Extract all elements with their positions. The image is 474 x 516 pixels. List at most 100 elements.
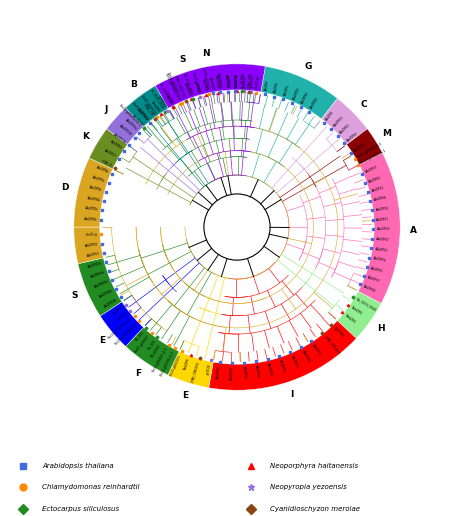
Text: AtbZIP24: AtbZIP24 [242, 366, 247, 380]
Text: AtbZIP43b: AtbZIP43b [103, 297, 118, 309]
Text: S: S [72, 292, 78, 300]
Text: Cre14.g63450.t1.1: Cre14.g63450.t1.1 [151, 347, 169, 374]
Text: H: H [378, 324, 385, 333]
Text: Cre12.g521500.t1.1: Cre12.g521500.t1.1 [166, 71, 182, 101]
Text: AtbZIP32: AtbZIP32 [255, 365, 260, 379]
Text: NhbZIP22: NhbZIP22 [214, 74, 219, 89]
Text: AtbZIP63: AtbZIP63 [346, 131, 359, 143]
Text: NhbZIP8: NhbZIP8 [150, 100, 161, 112]
Text: AtbZIP30: AtbZIP30 [216, 365, 222, 379]
Text: CYME_CMT363C: CYME_CMT363C [323, 334, 341, 355]
Wedge shape [78, 258, 122, 316]
Text: E: E [99, 336, 105, 345]
Wedge shape [346, 129, 383, 165]
Text: Cre05.g: Cre05.g [86, 232, 98, 237]
Text: AtbZIP46: AtbZIP46 [278, 359, 286, 373]
Text: Chlamydomonas reinhardtii: Chlamydomonas reinhardtii [42, 484, 140, 490]
Wedge shape [337, 292, 381, 338]
Text: Cre01.g003514: Cre01.g003514 [131, 101, 149, 121]
Text: CML0930C: CML0930C [151, 343, 163, 359]
Text: Neoporphyra haitanensis: Neoporphyra haitanensis [270, 463, 358, 469]
Text: AtbZIP43: AtbZIP43 [309, 96, 320, 110]
Text: AtbZIP37: AtbZIP37 [366, 275, 381, 284]
Text: AtbZIP72: AtbZIP72 [353, 142, 366, 153]
Text: S: S [179, 55, 186, 64]
Text: NhbZIP18: NhbZIP18 [235, 73, 239, 88]
Wedge shape [126, 327, 179, 375]
Text: AtbZIP12: AtbZIP12 [371, 186, 385, 193]
Text: Esi_021: Esi_021 [146, 338, 156, 350]
Text: Esi_0113_0030: Esi_0113_0030 [149, 88, 165, 110]
Text: NhbZIP5: NhbZIP5 [183, 358, 191, 370]
Text: E: E [182, 391, 189, 400]
Text: AtbZIP27: AtbZIP27 [376, 217, 390, 222]
Text: Cre12.g43850.t1.2: Cre12.g43850.t1.2 [357, 141, 383, 159]
Text: Esi_0199: Esi_0199 [131, 114, 143, 126]
Text: CYME_CM: CYME_CM [143, 103, 155, 117]
Text: Cre09.gb: Cre09.gb [255, 75, 260, 89]
Text: py03711: py03711 [224, 75, 229, 88]
Text: Cre07.g00007: Cre07.g00007 [134, 334, 151, 353]
Wedge shape [155, 64, 265, 108]
Text: AtbZIPYb: AtbZIPYb [89, 186, 103, 193]
Text: py0111: py0111 [117, 311, 128, 321]
Text: NhbZIP2: NhbZIP2 [344, 313, 356, 324]
Text: D: D [62, 183, 69, 192]
Wedge shape [358, 153, 400, 303]
Text: M: M [382, 129, 391, 138]
Text: AtbZIP17b: AtbZIP17b [112, 132, 127, 144]
Text: py08129: py08129 [242, 74, 247, 88]
Text: AtbZIP1b: AtbZIP1b [85, 206, 99, 212]
Text: AtbZIP49: AtbZIP49 [109, 140, 122, 151]
Text: AtbZIP38: AtbZIP38 [363, 284, 376, 294]
Text: Neopyropia yezoensis: Neopyropia yezoensis [270, 484, 346, 490]
Text: AtbZIPNb: AtbZIPNb [224, 74, 229, 88]
Text: AtbZIP45: AtbZIP45 [292, 86, 301, 101]
Text: AtbZIP23: AtbZIP23 [87, 252, 100, 258]
Text: CYME_CMb: CYME_CMb [247, 72, 253, 88]
Text: AtbZIP199: AtbZIP199 [118, 124, 133, 137]
Wedge shape [321, 99, 367, 144]
Text: AtbZIP25: AtbZIP25 [339, 123, 352, 135]
Text: py0112: py0112 [112, 305, 124, 315]
Text: AtbZIP5: AtbZIP5 [273, 81, 281, 93]
Text: Cre13.g317700.t1.1: Cre13.g317700.t1.1 [108, 317, 133, 340]
Wedge shape [74, 227, 103, 264]
Text: AtbZIP67: AtbZIP67 [376, 237, 390, 243]
Wedge shape [209, 320, 356, 390]
Text: py0118: py0118 [206, 364, 212, 376]
Text: I: I [290, 390, 293, 399]
Text: Arabidopsis thaliana: Arabidopsis thaliana [42, 463, 114, 469]
Wedge shape [126, 86, 168, 127]
Text: NhbZIP9: NhbZIP9 [164, 92, 173, 105]
Text: AtbZIP7: AtbZIP7 [264, 79, 270, 91]
Text: AtbZIP14: AtbZIP14 [375, 206, 389, 212]
Text: AtbZIP13: AtbZIP13 [365, 166, 379, 174]
Text: AtbZIP6: AtbZIP6 [325, 110, 336, 121]
Text: AtbZIPNc: AtbZIPNc [232, 74, 237, 88]
Text: CYME_CMO250: CYME_CMO250 [191, 361, 201, 383]
Text: py05743: py05743 [193, 79, 201, 93]
Text: B: B [130, 80, 137, 89]
Text: AtbZIP47b: AtbZIP47b [87, 261, 103, 269]
Text: Esi_0219_0040: Esi_0219_0040 [356, 297, 377, 313]
Text: Cre12.g489000.t1.1: Cre12.g489000.t1.1 [164, 72, 180, 102]
Text: G: G [305, 61, 312, 71]
Text: Py01766: Py01766 [332, 326, 345, 338]
Text: AtbZIP034: AtbZIP034 [136, 107, 149, 121]
Text: Ectocarpus siliculosus: Ectocarpus siliculosus [42, 506, 119, 512]
Text: N: N [202, 49, 210, 58]
Text: F: F [136, 368, 142, 378]
Text: AtbZIP15: AtbZIP15 [374, 247, 389, 253]
Text: C: C [360, 100, 367, 109]
Text: Cre10.g464650.t1.1: Cre10.g464650.t1.1 [118, 103, 142, 128]
Text: AtbZIP36: AtbZIP36 [373, 256, 387, 263]
Text: AtbZIP44b: AtbZIP44b [98, 288, 114, 299]
Wedge shape [74, 158, 113, 227]
Text: AtbZIP52: AtbZIP52 [266, 363, 273, 377]
Text: AtbZIP3: AtbZIP3 [283, 85, 291, 96]
Text: py08760: py08760 [156, 95, 167, 108]
Text: Cre01.g003114: Cre01.g003114 [140, 94, 156, 116]
Text: AtbZIP49b: AtbZIP49b [216, 73, 222, 89]
Text: A: A [410, 225, 417, 235]
